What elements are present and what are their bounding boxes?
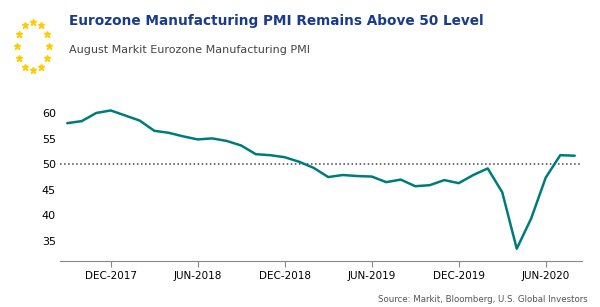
Text: Source: Markit, Bloomberg, U.S. Global Investors: Source: Markit, Bloomberg, U.S. Global I… (378, 295, 588, 304)
Text: Eurozone Manufacturing PMI Remains Above 50 Level: Eurozone Manufacturing PMI Remains Above… (69, 14, 484, 28)
Text: August Markit Eurozone Manufacturing PMI: August Markit Eurozone Manufacturing PMI (69, 45, 310, 55)
